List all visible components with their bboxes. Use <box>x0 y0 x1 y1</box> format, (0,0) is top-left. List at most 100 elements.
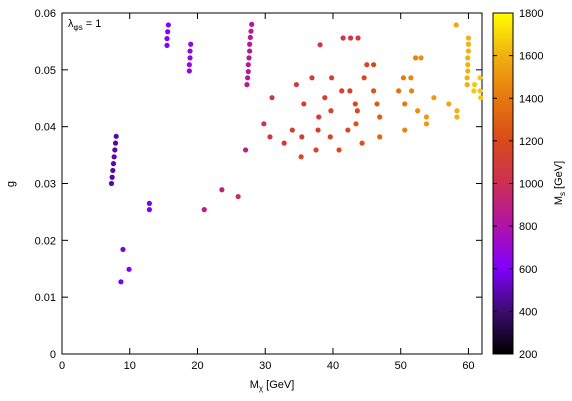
data-point <box>298 154 304 160</box>
data-point <box>245 68 251 75</box>
data-point <box>165 22 171 28</box>
data-point <box>465 62 471 68</box>
data-point <box>289 127 295 133</box>
data-point <box>249 21 255 27</box>
y-tick-label: 0.01 <box>35 292 56 304</box>
data-point <box>309 75 315 81</box>
data-point <box>477 75 483 81</box>
data-point <box>465 48 472 54</box>
colorbar-tick-label: 1600 <box>519 51 543 63</box>
colorbar-tick-label: 1200 <box>519 136 543 148</box>
data-point <box>347 35 354 41</box>
y-tick-label: 0.05 <box>35 65 56 77</box>
data-point <box>201 207 207 213</box>
data-point <box>336 147 342 153</box>
data-point <box>281 140 287 146</box>
data-point <box>317 42 323 48</box>
x-tick-label: 40 <box>327 360 339 372</box>
data-point <box>245 75 251 81</box>
data-point <box>402 127 408 133</box>
data-point <box>244 82 250 88</box>
data-point <box>187 55 193 61</box>
data-point <box>354 108 360 114</box>
data-point <box>245 62 251 68</box>
data-point <box>247 34 253 41</box>
data-point <box>186 68 192 74</box>
colorbar-tick-label: 1800 <box>519 8 543 20</box>
data-point <box>464 75 470 81</box>
data-point <box>423 121 430 127</box>
data-point <box>402 101 408 107</box>
data-point <box>247 41 253 47</box>
colorbar-tick-label: 400 <box>519 306 537 318</box>
data-point <box>293 82 299 88</box>
data-point <box>126 266 132 272</box>
data-point <box>415 108 421 114</box>
data-point <box>111 154 117 160</box>
data-point <box>465 35 472 41</box>
data-point <box>187 48 193 54</box>
x-axis-label: Mχ [GeV] <box>250 379 295 393</box>
data-point <box>471 88 477 94</box>
data-point <box>423 114 430 120</box>
data-point <box>328 108 334 114</box>
data-point <box>396 88 402 94</box>
y-axis: 0 0.01 0.02 0.03 0.04 0.05 0.06 <box>35 8 482 361</box>
colorbar-tick-label: 800 <box>519 221 537 233</box>
x-tick-label: 50 <box>395 360 407 372</box>
data-point <box>267 134 273 140</box>
data-point <box>165 29 171 35</box>
data-point <box>313 147 319 153</box>
data-point <box>364 62 370 68</box>
data-point <box>377 114 383 120</box>
data-point <box>361 75 367 81</box>
data-point <box>112 140 119 146</box>
data-point <box>339 88 345 94</box>
data-point <box>453 22 459 28</box>
data-point <box>164 35 170 42</box>
y-tick-label: 0.02 <box>35 235 56 247</box>
data-point <box>164 42 170 48</box>
data-point <box>246 55 252 61</box>
data-point <box>400 75 407 81</box>
data-point <box>301 101 307 107</box>
data-point <box>464 82 470 88</box>
data-point <box>109 174 115 180</box>
data-point <box>454 114 460 120</box>
data-point <box>146 207 152 213</box>
colorbar-tick-label: 1400 <box>519 93 543 105</box>
data-point <box>478 95 484 101</box>
data-point <box>261 121 267 127</box>
x-tick-label: 20 <box>191 360 203 372</box>
y-tick-label: 0.06 <box>35 8 56 20</box>
data-point <box>431 95 437 101</box>
data-point <box>219 187 225 193</box>
colorbar-tick-label: 1000 <box>519 179 543 191</box>
data-point <box>465 55 471 61</box>
data-point <box>110 167 116 174</box>
data-point <box>345 127 351 133</box>
data-point <box>329 75 335 81</box>
data-point <box>146 200 152 206</box>
data-point <box>454 108 460 114</box>
data-point <box>371 62 377 68</box>
data-point <box>248 28 254 34</box>
data-point <box>371 88 377 94</box>
x-tick-label: 60 <box>462 360 474 372</box>
y-tick-label: 0.04 <box>35 122 56 134</box>
data-point <box>374 101 380 107</box>
data-point <box>408 75 414 81</box>
data-point <box>418 55 424 61</box>
data-point <box>269 95 275 101</box>
y-axis-label: g <box>5 181 17 187</box>
y-tick-label: 0 <box>50 349 56 361</box>
data-point <box>377 134 383 140</box>
x-tick-label: 0 <box>59 360 65 372</box>
x-tick-label: 30 <box>259 360 271 372</box>
colorbar-label: Ms [GeV] <box>553 161 567 205</box>
x-axis: 0 10 20 30 40 50 60 <box>59 13 475 372</box>
data-point <box>316 114 322 120</box>
data-point <box>352 101 358 107</box>
data-point <box>112 147 118 153</box>
